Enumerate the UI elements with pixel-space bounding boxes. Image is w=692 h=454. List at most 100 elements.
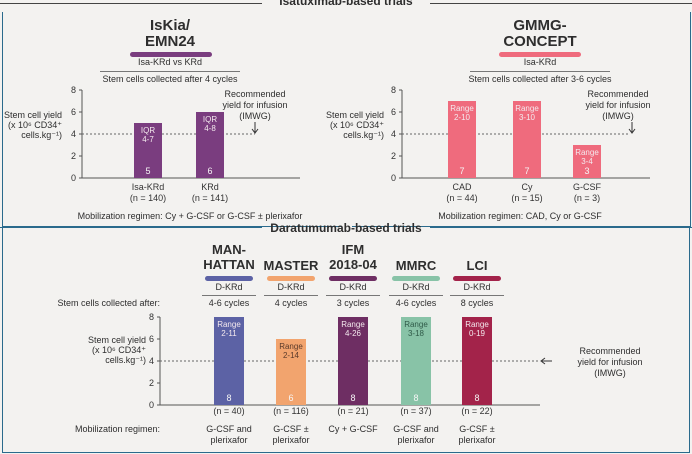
spread-value: 3-10 (519, 113, 536, 122)
mobilization-dara: Cy + G-CSF (321, 424, 385, 435)
regimen-underline-dara (326, 295, 380, 296)
y-axis-label-line3: cells.kg⁻¹) (21, 130, 62, 140)
frame-concept (352, 12, 691, 227)
regimen-concept: Isa-KRd (523, 57, 557, 67)
n-label: (n = 40) (213, 406, 244, 416)
trial-name-line2: CONCEPT (503, 33, 577, 50)
bar (196, 112, 224, 178)
trial-name-line2: HATTAN (203, 257, 255, 272)
spread-label: Range (217, 320, 241, 329)
regimen-dara: D-KRd (402, 282, 430, 292)
mobilization-dara: G-CSF ± plerixafor (259, 424, 323, 446)
mobilization-line2: plerixafor (397, 435, 435, 445)
spread-value: 4-8 (204, 124, 216, 133)
trial-name-line1: IFM (341, 242, 365, 257)
y-axis-label-line3: cells.kg⁻¹) (343, 130, 384, 140)
category-label: Isa-KRd (132, 182, 165, 192)
y-tick-label: 6 (71, 107, 76, 117)
mobilization-line1: G-CSF and (393, 424, 439, 434)
divider-top-left (0, 3, 262, 4)
spread-label: Range (450, 104, 474, 113)
annotation-line1: Recommended (579, 346, 641, 356)
mobilization-line1: G-CSF ± (459, 424, 495, 434)
y-tick-label: 6 (391, 107, 396, 117)
mobilization-dara: G-CSF and plerixafor (197, 424, 261, 446)
color-pill-dara (329, 276, 377, 281)
spread-value: 2-10 (454, 113, 471, 122)
bar-value-label: 5 (145, 166, 150, 176)
n-label: (n = 21) (337, 406, 368, 416)
arrow-icon (628, 128, 636, 134)
collected-iskia: Stem cells collected after 4 cycles (102, 74, 238, 84)
regimen-dara: D-KRd (277, 282, 305, 292)
annotation-line3: (IMWG) (239, 111, 271, 121)
annotation-line2: yield for infusion (222, 100, 288, 110)
regimen-underline-concept (470, 71, 610, 72)
regimen-iskia: Isa-KRd vs KRd (137, 57, 203, 67)
y-tick-label: 4 (71, 129, 76, 139)
trial-name-dara: IFM 2018-04 (313, 242, 393, 272)
y-tick-label: 0 (391, 173, 396, 183)
divider-dara-right (430, 227, 692, 228)
y-axis-label-line1: Stem cell yield (326, 110, 385, 120)
y-tick-label: 8 (149, 312, 154, 322)
y-tick-label: 0 (149, 400, 154, 410)
bar (401, 317, 431, 405)
trial-name-concept: GMMG- CONCEPT (485, 18, 595, 50)
regimen-underline-dara (202, 295, 256, 296)
color-pill-dara (453, 276, 501, 281)
spread-label: IQR (203, 115, 217, 124)
spread-label: Range (341, 320, 365, 329)
recommended-annotation-dara: Recommended yield for infusion (IMWG) (560, 346, 660, 379)
spread-value: 0-19 (469, 329, 486, 338)
bar-value-label: 6 (288, 393, 293, 403)
spread-value: 2-11 (221, 329, 237, 338)
trial-name-line1: GMMG- (513, 17, 567, 34)
regimen-underline-dara (264, 295, 318, 296)
spread-value: 2-14 (283, 351, 300, 360)
cycles-dara: 4-6 cycles (208, 298, 250, 308)
bar-value-label: 8 (226, 393, 231, 403)
y-tick-label: 8 (391, 85, 396, 95)
spread-label: IQR (141, 126, 155, 135)
annotation-line2: yield for infusion (577, 357, 643, 367)
n-label: (n = 3) (574, 193, 600, 203)
category-label: CAD (452, 182, 472, 192)
bar-value-label: 8 (474, 393, 479, 403)
y-tick-label: 2 (71, 151, 76, 161)
divider-dara-left (0, 227, 262, 228)
bar (134, 123, 162, 178)
color-pill-iskia (130, 52, 212, 57)
trial-name-line2: 2018-04 (329, 257, 377, 272)
cycles-dara: 4 cycles (274, 298, 308, 308)
annotation-line3: (IMWG) (602, 111, 634, 121)
mobilization-line1: G-CSF and (206, 424, 252, 434)
mobilization-concept: Mobilization regimen: CAD, Cy or G-CSF (438, 211, 602, 221)
bar-value-label: 3 (584, 166, 589, 176)
bar (448, 101, 476, 178)
header-daratumumab: Daratumumab-based trials (270, 221, 422, 235)
regimen-underline-dara (389, 295, 443, 296)
y-tick-label: 4 (149, 356, 154, 366)
spread-label: Range (279, 342, 303, 351)
annotation-line2: yield for infusion (585, 100, 651, 110)
y-axis-label-iskia: Stem cell yield (x 10⁶ CD34⁺ cells.kg⁻¹) (4, 110, 62, 140)
annotation-line3: (IMWG) (594, 368, 626, 378)
mobilization-label-dara: Mobilization regimen: (74, 424, 160, 434)
collected-label-dara: Stem cells collected after: (57, 298, 160, 308)
n-label: (n = 22) (461, 406, 492, 416)
bar (573, 145, 601, 178)
regimen-dara: D-KRd (215, 282, 243, 292)
mobilization-line2: plerixafor (210, 435, 248, 445)
trial-name-dara: MMRC (376, 258, 456, 273)
arrow-icon (251, 128, 259, 134)
y-axis-label-line1: Stem cell yield (4, 110, 63, 120)
mobilization-dara: G-CSF ± plerixafor (445, 424, 509, 446)
bar (214, 317, 244, 405)
spread-value: 3-4 (581, 157, 593, 166)
spread-label: Range (515, 104, 539, 113)
y-axis-label-concept: Stem cell yield (x 10⁶ CD34⁺ cells.kg⁻¹) (326, 110, 384, 140)
n-label: (n = 116) (273, 406, 309, 416)
bar-value-label: 8 (413, 393, 418, 403)
